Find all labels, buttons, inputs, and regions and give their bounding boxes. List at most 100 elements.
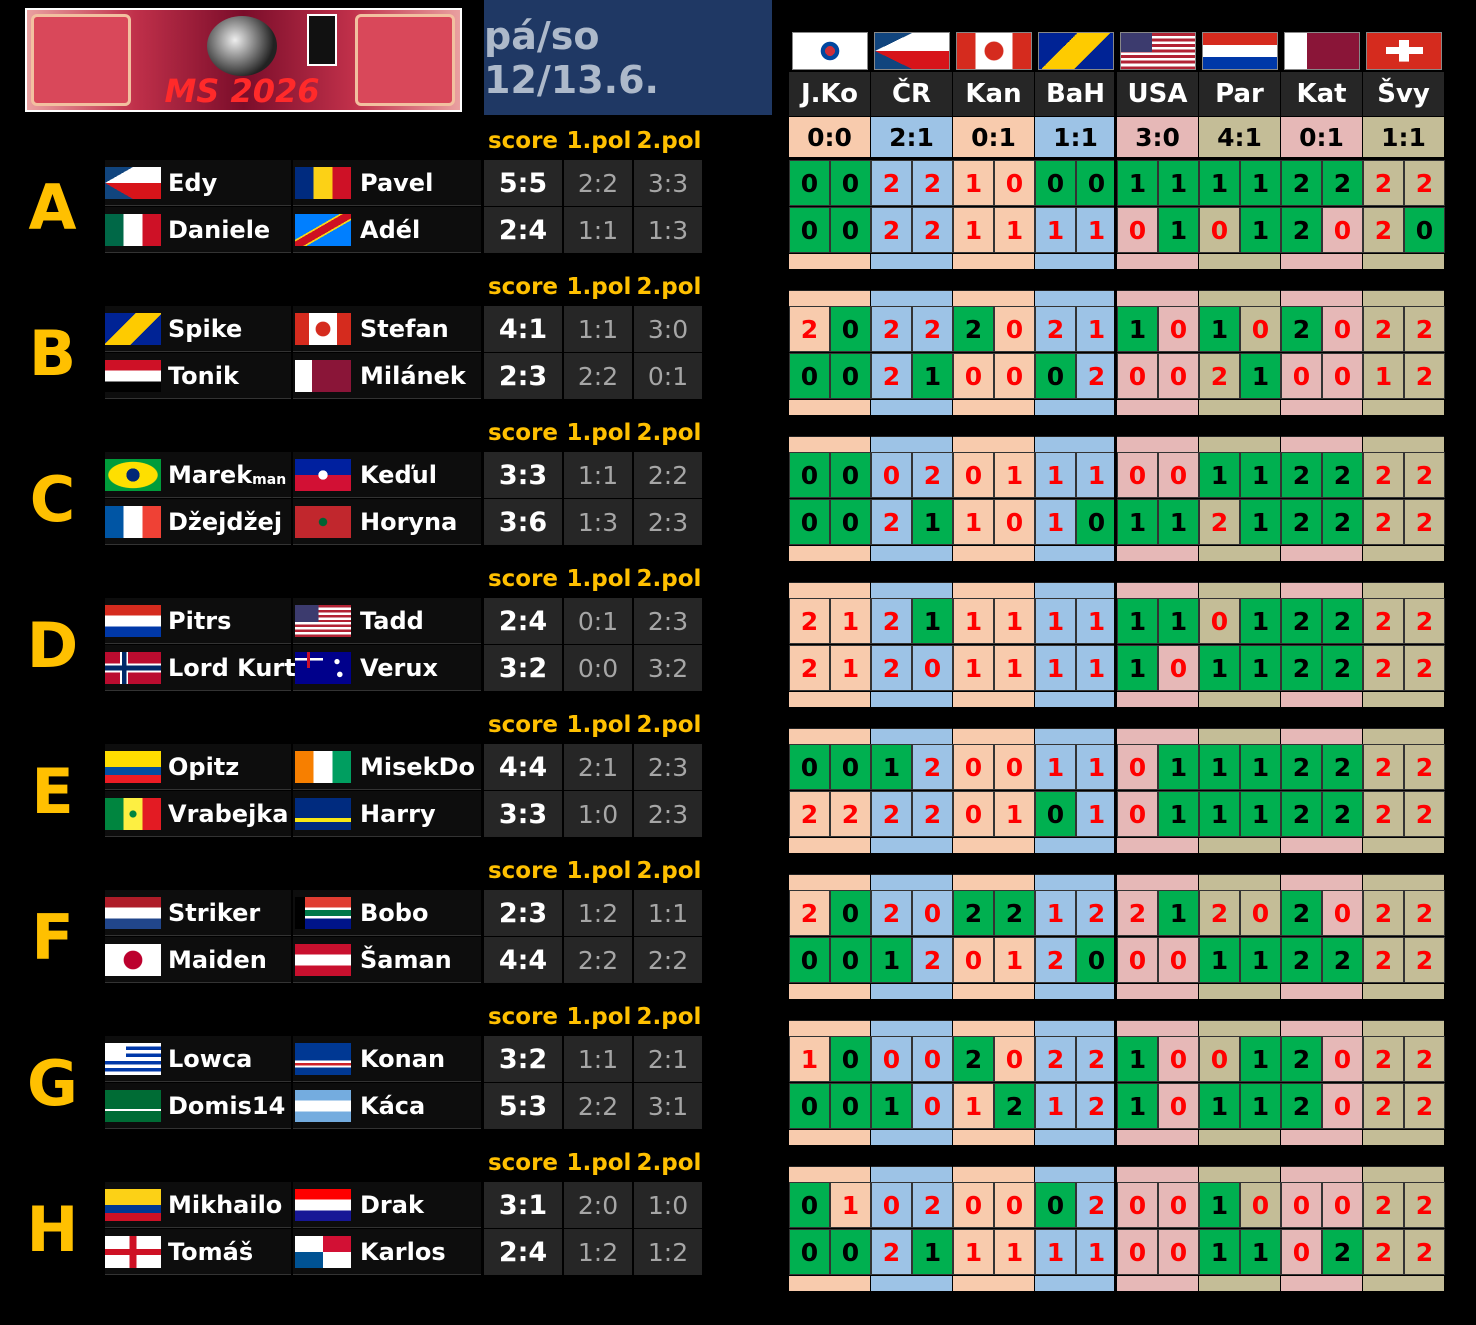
team-name: J.Ko (789, 72, 870, 116)
player-name: Vrabejka (168, 791, 290, 837)
strip (1199, 254, 1280, 269)
tip: 0 (994, 1182, 1035, 1228)
strip (1363, 838, 1444, 853)
strip (1199, 1020, 1280, 1036)
strip (789, 254, 870, 269)
strip (1363, 1276, 1444, 1291)
tip: 2 (1035, 1036, 1076, 1082)
half2: 3:0 (634, 306, 702, 352)
strip (1363, 290, 1444, 306)
column-header: 1.pol (566, 1150, 632, 1176)
tip: 1 (1199, 791, 1240, 837)
player-name: Spike (168, 306, 290, 352)
column-header: 2.pol (636, 274, 702, 300)
match-result: 0:1 (1281, 117, 1362, 157)
half1: 1:2 (564, 1229, 632, 1275)
strip (1199, 838, 1280, 853)
strip (1035, 436, 1116, 452)
tip: 0 (994, 1036, 1035, 1082)
tip: 2 (789, 598, 830, 644)
tip: 2 (1281, 306, 1322, 352)
flag (295, 167, 351, 199)
tip: 1 (1158, 791, 1199, 837)
strip (953, 728, 1034, 744)
player-name: Adél (360, 216, 421, 244)
tip: 0 (830, 937, 871, 983)
tip: 1 (789, 1036, 830, 1082)
tip: 2 (1281, 1083, 1322, 1129)
half1: 1:0 (564, 791, 632, 837)
half1: 2:0 (564, 1182, 632, 1228)
match-result: 1:1 (1363, 117, 1444, 157)
player-name: Pavel (360, 169, 434, 197)
tip: 0 (912, 1083, 953, 1129)
strip (1363, 1020, 1444, 1036)
half1: 0:0 (564, 645, 632, 691)
tip: 1 (1035, 452, 1076, 498)
tip: 2 (1322, 645, 1363, 691)
team-name: Kat (1281, 72, 1362, 116)
player-name: Bobo (360, 899, 429, 927)
player-name-text: Tomáš (168, 1238, 254, 1266)
tip: 2 (1076, 353, 1117, 399)
tip: 1 (1240, 452, 1281, 498)
score: 3:1 (484, 1182, 562, 1228)
tip: 0 (1117, 207, 1158, 253)
half2: 2:2 (634, 937, 702, 983)
half2: 1:0 (634, 1182, 702, 1228)
strip (789, 1276, 870, 1291)
strip (1363, 546, 1444, 561)
tip: 1 (1199, 744, 1240, 790)
tip: 1 (1076, 207, 1117, 253)
player-name-text: Opitz (168, 753, 240, 781)
strip (1199, 400, 1280, 415)
tip: 0 (994, 499, 1035, 545)
tip: 0 (1322, 1182, 1363, 1228)
tip: 1 (1199, 306, 1240, 352)
tip: 2 (1404, 1036, 1445, 1082)
tip: 1 (953, 499, 994, 545)
strip (789, 546, 870, 561)
strip (871, 1130, 952, 1145)
tip: 0 (1117, 353, 1158, 399)
tip: 1 (1076, 791, 1117, 837)
player-name: Tonik (168, 353, 290, 399)
tip: 0 (994, 744, 1035, 790)
tip: 1 (994, 1229, 1035, 1275)
tip: 0 (912, 1036, 953, 1082)
team-name: USA (1117, 72, 1198, 116)
tip: 0 (1158, 1229, 1199, 1275)
tip: 0 (1199, 598, 1240, 644)
strip (1363, 1166, 1444, 1182)
tip: 2 (1076, 1083, 1117, 1129)
strip (789, 290, 870, 306)
tip: 0 (1117, 452, 1158, 498)
player-name-text: Daniele (168, 216, 271, 244)
tip: 2 (1199, 353, 1240, 399)
strip (1281, 436, 1362, 452)
strip (953, 838, 1034, 853)
flag (105, 798, 161, 830)
column-header: 1.pol (566, 1004, 632, 1030)
tip: 2 (1322, 937, 1363, 983)
strip (1281, 692, 1362, 707)
strip (953, 436, 1034, 452)
column-header: score (487, 712, 559, 738)
player-name: Pitrs (168, 598, 290, 644)
tip: 1 (830, 1182, 871, 1228)
strip (789, 1020, 870, 1036)
strip (1035, 728, 1116, 744)
tip: 0 (830, 1229, 871, 1275)
player-name-suffix: man (252, 472, 287, 488)
strip (1281, 728, 1362, 744)
strip (1117, 1276, 1198, 1291)
column-header: score (487, 858, 559, 884)
half1: 2:1 (564, 744, 632, 790)
tip: 1 (871, 744, 912, 790)
team-name: Par (1199, 72, 1280, 116)
strip (953, 254, 1034, 269)
tip: 1 (1035, 499, 1076, 545)
half2: 1:1 (634, 890, 702, 936)
tip: 1 (912, 353, 953, 399)
player-name: Opitz (168, 744, 290, 790)
